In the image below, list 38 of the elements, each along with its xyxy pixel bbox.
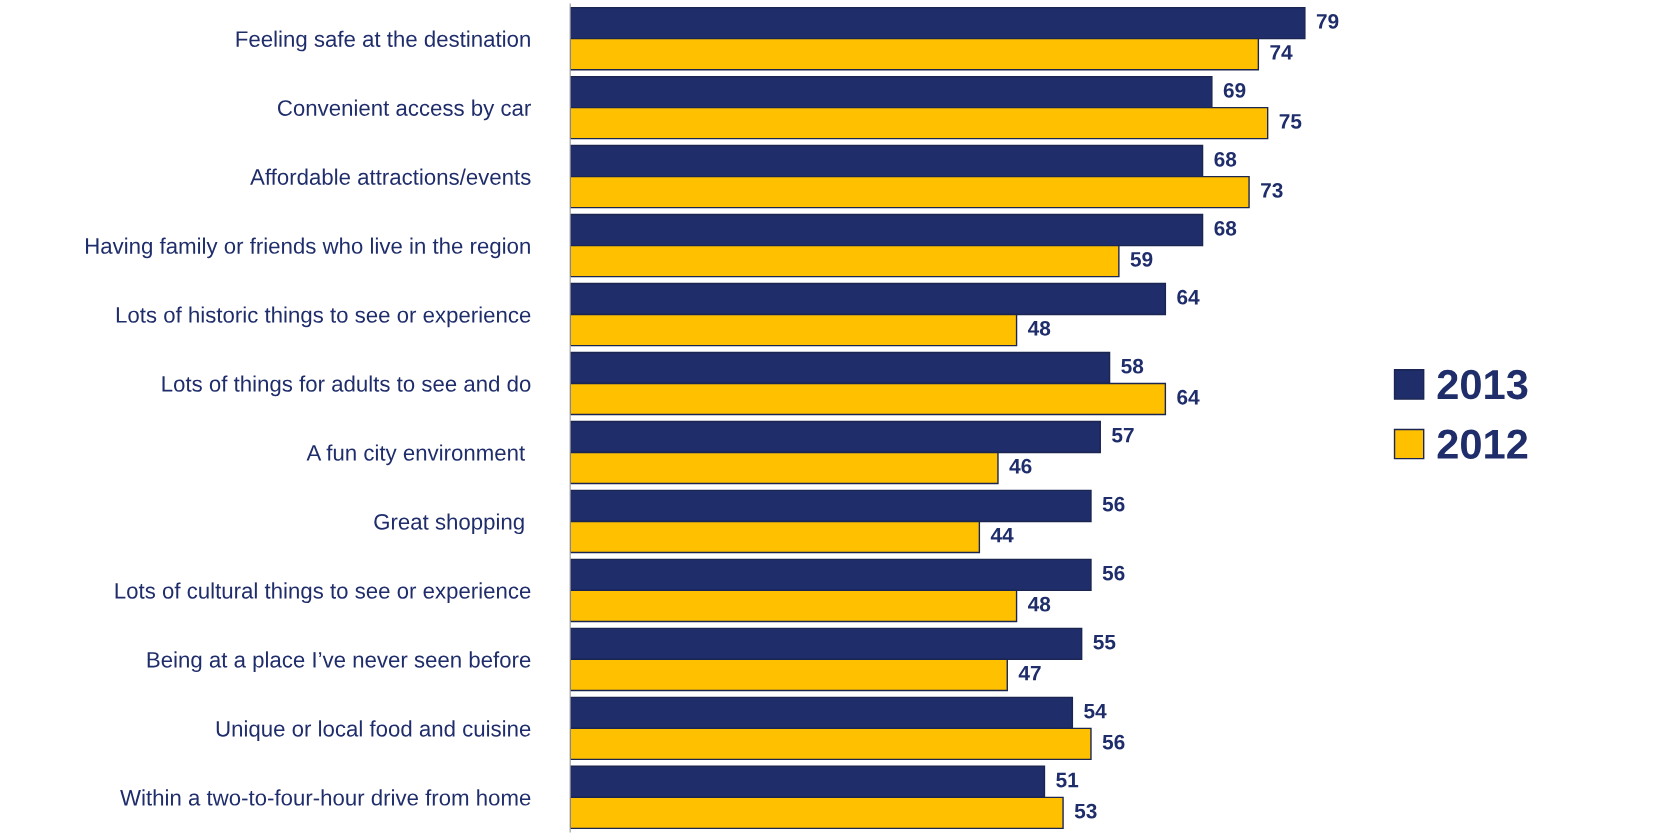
data-label: 47 [1018, 665, 1041, 681]
data-label: 44 [990, 528, 1014, 543]
y-tick-label: Having family or friends who live in the region [86, 237, 530, 259]
legend-label: 2013 [1437, 369, 1528, 400]
data-label: 79 [1316, 13, 1339, 29]
data-label: 53 [1074, 803, 1097, 819]
data-label: 59 [1130, 251, 1153, 267]
y-tick-label: Lots of things for adults to see and do [162, 375, 531, 397]
y-tick-label: Convenient access by car [277, 99, 531, 121]
data-label: 58 [1121, 358, 1144, 374]
data-label: 51 [1056, 772, 1079, 788]
data-label: 48 [1028, 320, 1051, 336]
y-tick-label: Unique or local food and cuisine [216, 720, 531, 742]
y-tick-label: Within a two-to-four-hour drive from home [120, 789, 531, 806]
data-label: 74 [1270, 45, 1293, 60]
data-label: 57 [1112, 428, 1134, 443]
y-tick-label: Lots of historic things to see or experience [116, 306, 531, 328]
data-label: 46 [1009, 458, 1032, 474]
data-label: 64 [1177, 289, 1200, 305]
y-tick-label: Being at a place I’ve never seen before [147, 651, 531, 673]
y-tick-label: Affordable attractions/events [250, 168, 531, 185]
y-tick-label: Feeling safe at the destination [236, 30, 530, 52]
y-tick-label: Great shopping [374, 513, 524, 535]
data-label: 48 [1028, 596, 1051, 612]
data-label: 69 [1223, 82, 1246, 98]
y-tick-label: Lots of cultural things to see or experience [115, 582, 531, 604]
data-label: 73 [1261, 182, 1283, 198]
data-label: 68 [1214, 220, 1237, 236]
data-label: 56 [1102, 565, 1125, 581]
data-label: 75 [1279, 114, 1302, 129]
legend-label: 2012 [1437, 429, 1528, 460]
data-label: 54 [1084, 703, 1107, 719]
data-label: 64 [1177, 389, 1200, 405]
data-label: 55 [1093, 634, 1116, 650]
y-tick-label: A fun city environment [306, 444, 525, 466]
data-label: 68 [1214, 151, 1237, 167]
data-label: 56 [1102, 496, 1125, 512]
data-label: 56 [1102, 734, 1125, 750]
